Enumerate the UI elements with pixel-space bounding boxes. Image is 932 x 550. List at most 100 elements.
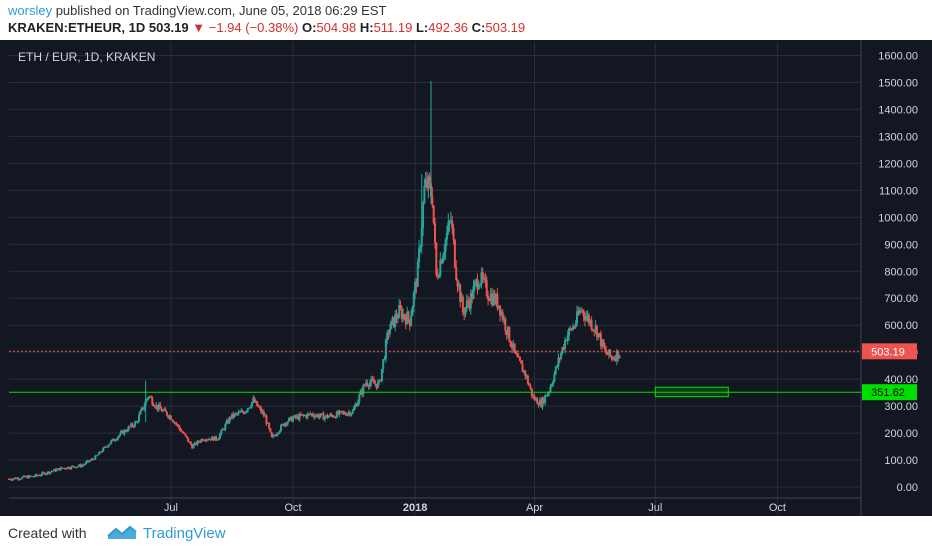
candle-body	[568, 328, 571, 336]
candle-body	[329, 414, 332, 417]
high-label: H:	[359, 20, 374, 35]
candle-body	[319, 413, 322, 417]
candle-body	[518, 356, 521, 361]
candle-body	[463, 312, 466, 315]
candle-body	[353, 407, 356, 411]
candle-body	[63, 468, 66, 470]
candle-body	[171, 419, 174, 421]
candle-body	[197, 440, 200, 442]
candle-body	[71, 466, 74, 468]
candle-body	[165, 411, 168, 416]
candle-body	[234, 413, 237, 415]
candle-body	[475, 279, 478, 282]
candle-body	[437, 275, 440, 278]
candle-body	[134, 421, 137, 427]
candle-body	[586, 315, 589, 317]
candle-body	[556, 366, 559, 368]
candle-body	[476, 279, 479, 290]
price-chart[interactable]: Jul Oct 2018 Apr Jul Oct 1600.00 1500.00 1400.00…	[0, 40, 932, 516]
candle-body	[510, 345, 513, 349]
candle-body	[277, 432, 280, 434]
candle-body	[69, 468, 72, 470]
candle-body	[18, 479, 21, 481]
candle-body	[147, 396, 150, 399]
candle-body	[41, 472, 44, 476]
candle-body	[427, 176, 430, 189]
candle-body	[211, 436, 214, 441]
candle-body	[229, 417, 232, 419]
candle-body	[128, 426, 131, 428]
candle-body	[496, 293, 499, 309]
price-change: −1.94 (−0.38%)	[208, 20, 299, 35]
candle-body	[321, 413, 324, 415]
candle-body	[500, 311, 503, 316]
candle-body	[83, 464, 86, 466]
y-tick-label: 1400.00	[878, 104, 918, 116]
candle-body	[416, 261, 419, 287]
candle-body	[310, 413, 313, 415]
candle-body	[451, 220, 454, 229]
candle-body	[200, 439, 203, 442]
candle-body	[274, 435, 277, 437]
candle-body	[132, 426, 135, 428]
high-value: 511.19	[373, 20, 413, 35]
candle-body	[577, 311, 580, 315]
candle-body	[337, 411, 340, 415]
candle-body	[103, 446, 106, 448]
candle-body	[338, 411, 341, 415]
tradingview-brand[interactable]: TradingView	[143, 525, 226, 542]
candle-body	[503, 318, 506, 321]
candle-body	[241, 410, 244, 413]
candle-body	[139, 410, 142, 415]
candle-body	[595, 325, 598, 338]
candle-body	[92, 459, 95, 461]
published-text: published on TradingView.com, June 05, 2…	[55, 3, 387, 18]
candle-body	[487, 296, 490, 300]
y-tick-label: 200.00	[884, 428, 918, 440]
candle-body	[495, 293, 498, 304]
candle-body	[406, 311, 409, 325]
tradingview-logo-icon[interactable]	[106, 524, 138, 542]
candle-body	[471, 293, 474, 300]
created-with-text: Created with	[8, 525, 87, 541]
candle-body	[447, 222, 450, 233]
candle-body	[314, 415, 317, 418]
y-tick-label: 400.00	[884, 374, 918, 386]
candle-body	[150, 396, 152, 398]
candle-body	[432, 205, 435, 224]
author-link[interactable]: worsley	[8, 3, 53, 18]
candle-body	[305, 415, 308, 418]
candle-body	[156, 404, 159, 410]
candle-body	[272, 435, 275, 438]
candle-body	[167, 415, 170, 418]
candle-body	[440, 259, 443, 264]
candle-body	[315, 414, 318, 416]
candle-body	[90, 458, 93, 461]
candle-body	[606, 353, 609, 355]
candle-body	[236, 413, 239, 415]
candle-body	[464, 307, 467, 315]
candle-body	[358, 394, 361, 402]
candle-body	[520, 360, 523, 364]
candle-body	[350, 413, 353, 416]
candle-body	[467, 300, 470, 304]
candle-body	[292, 417, 294, 422]
candle-body	[180, 430, 183, 432]
candle-body	[534, 398, 537, 401]
candle-body	[290, 416, 293, 422]
candle-body	[53, 469, 56, 471]
candle-body	[94, 455, 97, 460]
candle-body	[549, 386, 552, 392]
candle-body	[505, 330, 508, 335]
candle-body	[550, 384, 553, 387]
y-tick-label: 600.00	[884, 320, 918, 332]
candle-body	[217, 438, 220, 441]
candle-body	[222, 428, 225, 430]
candle-body	[317, 414, 320, 418]
candle-body	[403, 313, 406, 318]
candle-body	[394, 314, 397, 328]
candle-body	[583, 316, 586, 321]
candle-body	[408, 319, 411, 326]
candle-body	[8, 478, 10, 480]
candle-body	[481, 272, 484, 280]
